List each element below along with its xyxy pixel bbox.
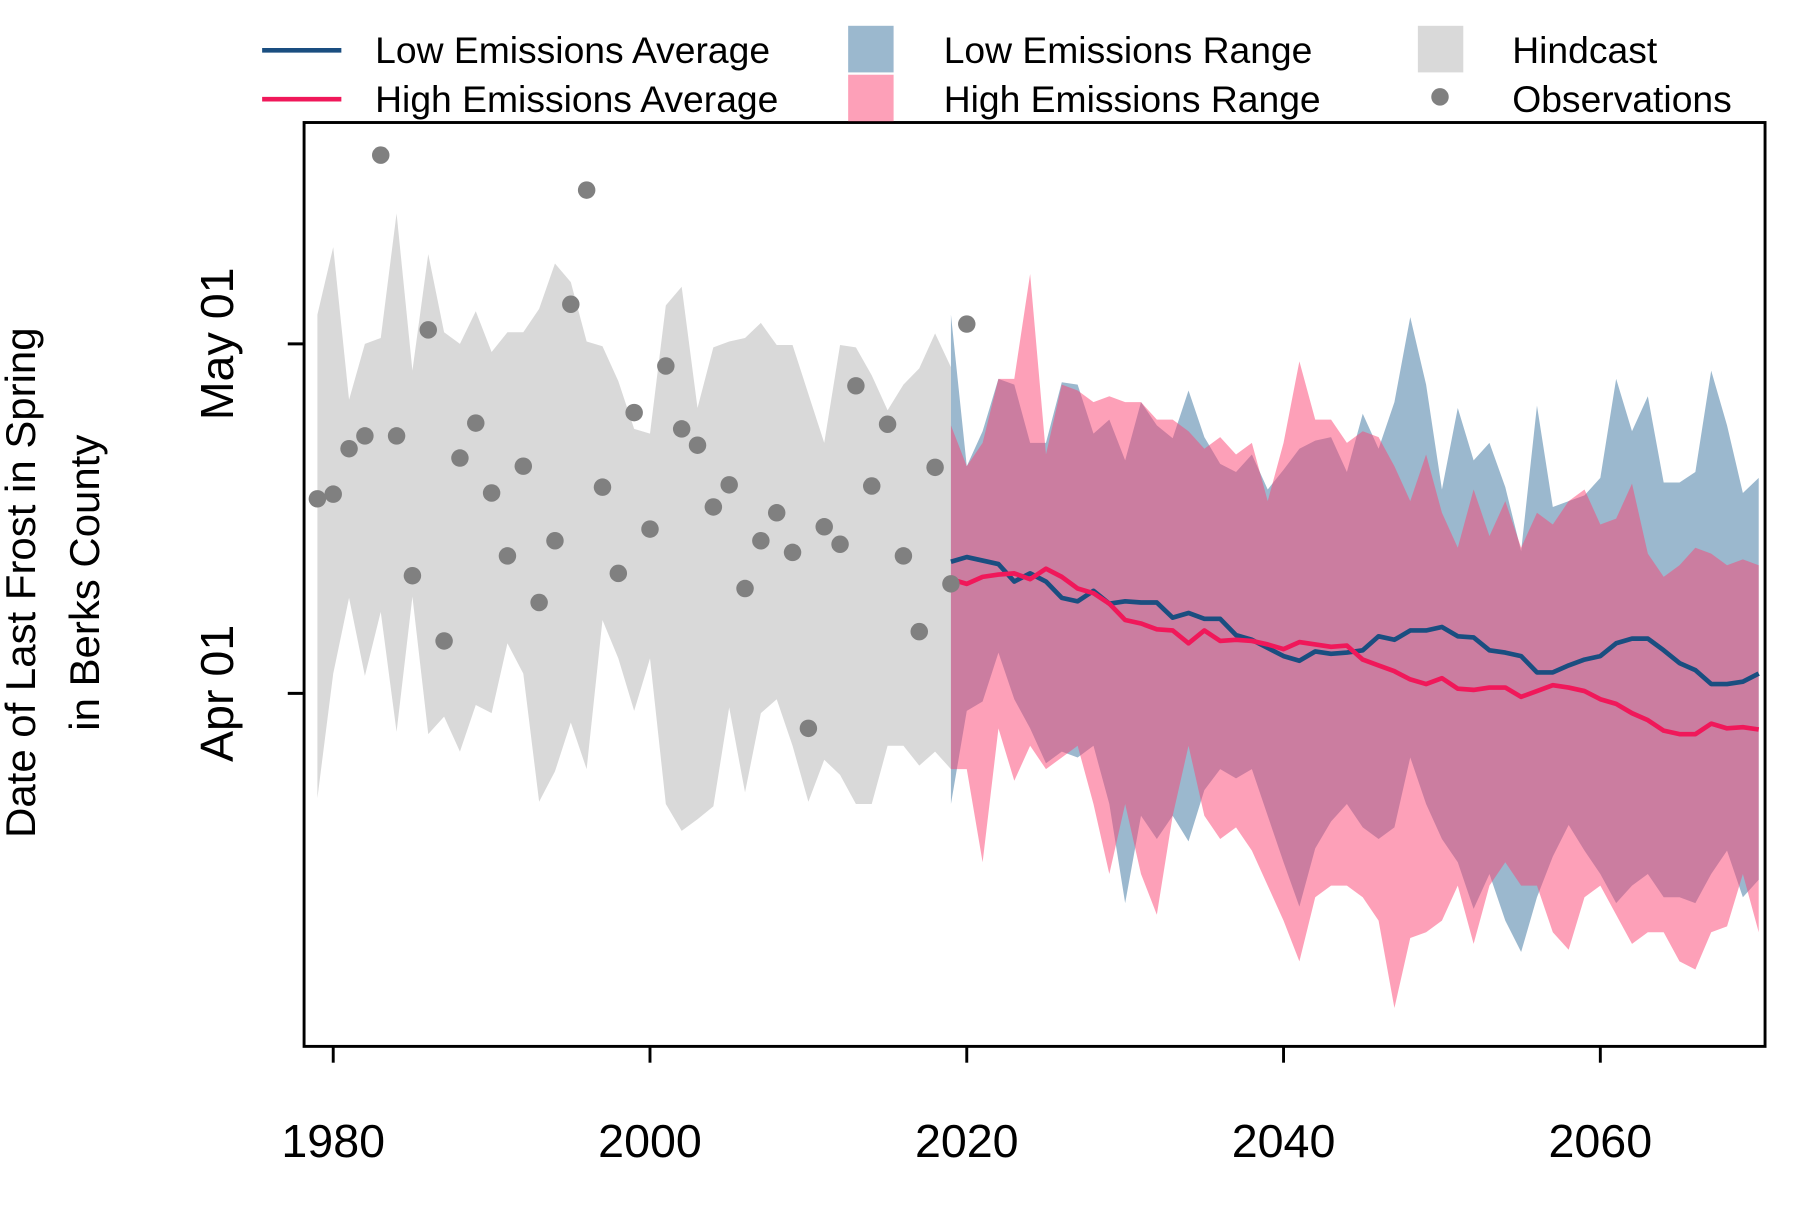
plot-area (308, 146, 1760, 1008)
observation-point (593, 478, 612, 496)
legend-point (1431, 88, 1449, 106)
legend-label: Low Emissions Range (944, 29, 1313, 71)
y-tick-label: May 01 (191, 267, 243, 420)
observation-point (609, 564, 628, 583)
observation-point (546, 532, 564, 550)
observation-point (562, 295, 580, 313)
legend-label: High Emissions Range (944, 78, 1321, 120)
observation-point (308, 490, 327, 508)
legend-swatch (848, 25, 894, 73)
observation-point (783, 543, 802, 562)
x-tick-label: 1980 (281, 1115, 385, 1167)
observation-point (435, 632, 453, 650)
legend-swatch (1417, 25, 1464, 73)
legend-label: High Emissions Average (375, 78, 778, 120)
observation-point (878, 415, 897, 433)
observation-point (482, 484, 501, 502)
observation-point (641, 520, 659, 538)
plot-frame (302, 121, 1767, 1048)
observation-point (815, 518, 833, 536)
range-area (950, 273, 1759, 1008)
observation-point (371, 146, 390, 164)
x-tick-label: 2060 (1548, 1115, 1652, 1167)
average-line (950, 566, 1760, 737)
legend-label: Observations (1512, 78, 1732, 120)
observation-point (451, 449, 469, 467)
observation-point (403, 566, 422, 585)
observation-point (577, 181, 596, 199)
observation-point (467, 414, 485, 432)
observation-point (657, 357, 675, 375)
observation-point (625, 403, 643, 422)
observation-point (340, 439, 358, 458)
observation-point (672, 420, 691, 438)
observation-point (720, 476, 738, 494)
x-tick-label: 2000 (598, 1115, 702, 1167)
observation-point (704, 498, 723, 516)
legend-swatch (848, 74, 894, 122)
observation-point (799, 719, 818, 738)
observation-point (958, 315, 976, 333)
hindcast-area (317, 213, 951, 831)
observation-point (736, 579, 754, 598)
observation-point (863, 477, 881, 495)
observation-point (942, 575, 960, 593)
observation-point (910, 622, 928, 641)
observation-point (926, 458, 944, 477)
observation-point (387, 427, 406, 445)
observation-point (514, 457, 533, 475)
observation-point (498, 547, 517, 565)
x-tick-label: 2020 (915, 1115, 1019, 1167)
observation-point (752, 532, 770, 550)
observation-point (831, 535, 849, 553)
x-tick-label: 2040 (1232, 1115, 1336, 1167)
observation-point (767, 504, 786, 522)
legend-label: Hindcast (1512, 29, 1658, 71)
observation-point (356, 427, 374, 445)
y-axis-label: in Berks County (61, 435, 108, 731)
observation-point (847, 377, 865, 395)
observation-point (688, 436, 707, 454)
observation-point (894, 547, 913, 565)
observation-point (324, 485, 342, 503)
y-axis-label: Date of Last Frost in Spring (0, 327, 44, 837)
observation-point (530, 593, 548, 612)
legend-label: Low Emissions Average (375, 29, 770, 71)
observation-point (419, 321, 437, 339)
y-tick-label: Apr 01 (191, 625, 243, 762)
